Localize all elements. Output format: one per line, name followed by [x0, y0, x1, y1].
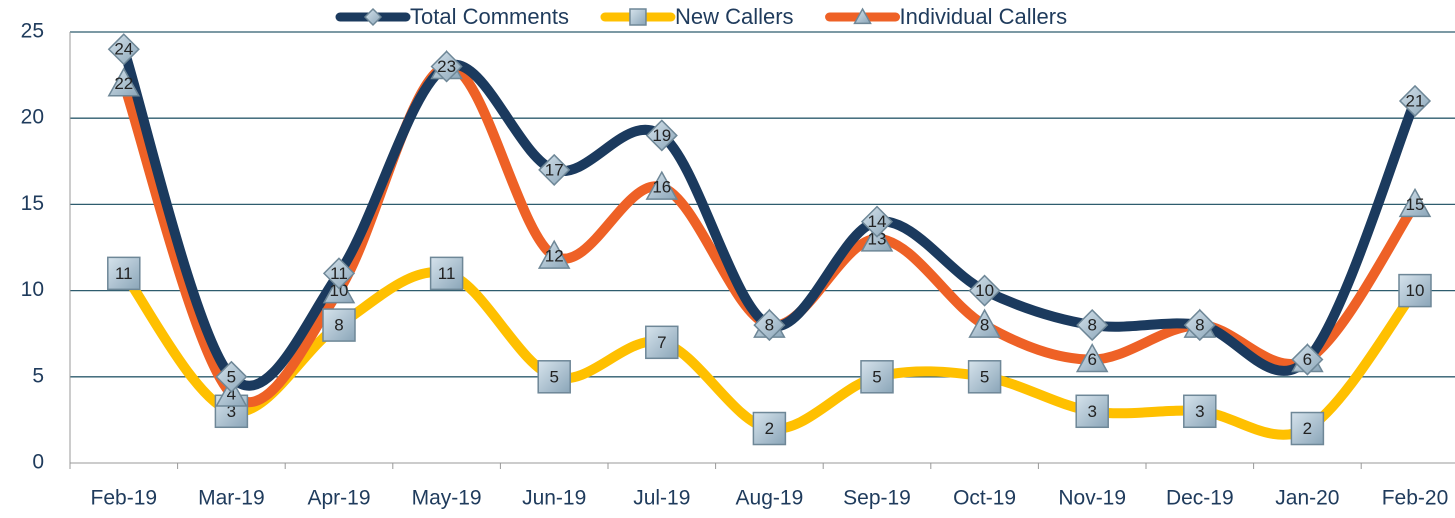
y-tick-label: 20	[21, 106, 44, 129]
data-label: 24	[114, 40, 133, 59]
data-label: 10	[330, 281, 349, 300]
marker	[968, 308, 1001, 338]
data-label: 17	[545, 160, 564, 179]
y-tick-label: 5	[32, 364, 44, 387]
data-label: 3	[1087, 402, 1096, 421]
marker	[429, 256, 464, 291]
marker	[1398, 273, 1432, 308]
marker	[753, 309, 786, 342]
legend-label: New Callers	[675, 4, 794, 29]
marker	[1183, 394, 1217, 429]
x-tick-label: Jun-19	[522, 487, 586, 510]
y-tick-label: 25	[21, 20, 44, 43]
data-label: 2	[765, 419, 774, 438]
data-label: 14	[868, 212, 887, 231]
y-tick-label: 10	[21, 278, 44, 301]
marker	[322, 257, 356, 290]
data-label: 11	[330, 264, 348, 283]
marker	[537, 239, 571, 269]
x-tick-label: Feb-19	[91, 487, 158, 510]
data-label: 13	[868, 229, 887, 248]
data-label: 21	[1406, 91, 1425, 110]
data-label: 16	[652, 178, 671, 197]
data-label: 3	[227, 402, 236, 421]
x-tick-label: Jul-19	[633, 487, 690, 510]
marker	[1076, 309, 1109, 342]
data-label: 8	[334, 316, 343, 335]
x-tick-label: Oct-19	[953, 487, 1016, 510]
marker	[1398, 84, 1432, 118]
marker	[1291, 343, 1324, 376]
x-tick-label: Nov-19	[1058, 487, 1126, 510]
series-line	[118, 267, 1420, 440]
data-label: 5	[227, 367, 236, 386]
marker	[107, 33, 140, 66]
marker	[430, 50, 463, 83]
data-label: 10	[975, 281, 994, 300]
data-label: 5	[980, 367, 989, 386]
data-label: 5	[549, 367, 558, 386]
data-label: 4	[227, 385, 236, 404]
data-label: 23	[437, 57, 456, 76]
marker	[107, 256, 141, 291]
x-tick-label: Jan-20	[1275, 487, 1339, 510]
marker	[1075, 394, 1109, 429]
marker	[860, 360, 894, 394]
x-tick-label: Apr-19	[307, 487, 370, 510]
marker	[967, 360, 1002, 394]
data-label: 7	[657, 333, 666, 352]
x-tick-label: Dec-19	[1166, 487, 1234, 510]
x-tick-label: May-19	[412, 487, 482, 510]
marker	[215, 360, 248, 393]
marker	[363, 7, 383, 27]
data-label: 11	[115, 264, 133, 283]
y-tick-label: 0	[32, 451, 44, 474]
data-label: 15	[1406, 195, 1425, 214]
marker	[752, 411, 787, 446]
marker	[629, 8, 647, 26]
data-label: 12	[545, 247, 564, 266]
marker	[645, 170, 679, 200]
x-tick-label: Mar-19	[198, 487, 265, 510]
data-label: 5	[872, 367, 881, 386]
marker	[322, 308, 356, 342]
x-tick-label: Feb-20	[1382, 487, 1449, 510]
legend-label: Individual Callers	[900, 4, 1068, 29]
data-label: 8	[1195, 316, 1204, 335]
data-label: 19	[652, 126, 671, 145]
data-label: 6	[1303, 350, 1312, 369]
marker	[1075, 343, 1109, 373]
marker	[538, 153, 571, 186]
y-tick-label: 15	[21, 192, 44, 215]
marker	[107, 67, 141, 97]
marker	[968, 274, 1001, 307]
marker	[537, 360, 571, 394]
data-label: 3	[1195, 402, 1204, 421]
x-tick-label: Sep-19	[843, 487, 911, 510]
marker	[645, 325, 679, 360]
data-label: 2	[1303, 419, 1312, 438]
marker	[853, 7, 872, 25]
marker	[1398, 187, 1432, 218]
marker	[1290, 411, 1325, 446]
data-label: 8	[765, 316, 774, 335]
marker	[1183, 309, 1216, 342]
data-label: 10	[1406, 281, 1425, 300]
x-tick-label: Aug-19	[736, 487, 804, 510]
marker	[645, 119, 678, 152]
series-line	[118, 61, 1420, 407]
data-label: 11	[438, 264, 456, 283]
data-label: 8	[1087, 316, 1096, 335]
data-label: 6	[1087, 350, 1096, 369]
legend-label: Total Comments	[410, 4, 569, 29]
data-label: 22	[114, 74, 133, 93]
marker	[860, 205, 894, 238]
data-label: 8	[980, 316, 989, 335]
